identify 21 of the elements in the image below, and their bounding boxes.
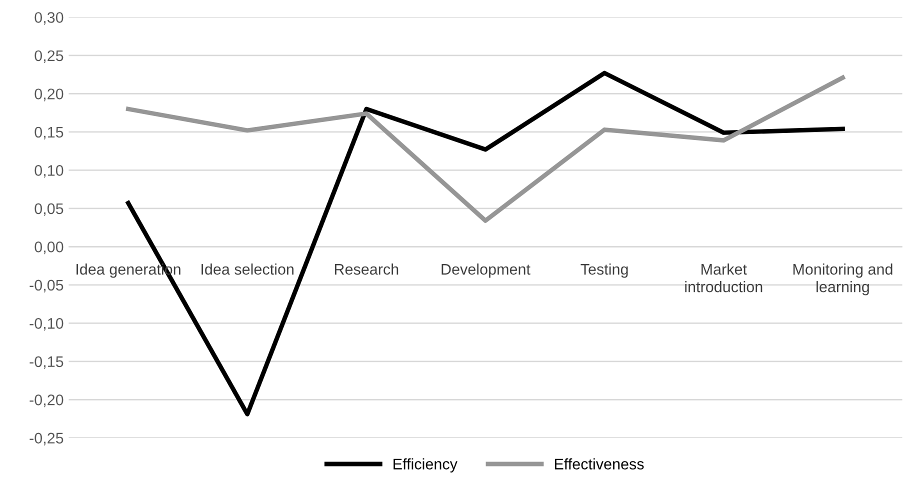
y-tick-label: 0,05 bbox=[34, 203, 64, 216]
y-tick-label: 0,00 bbox=[34, 242, 64, 254]
x-tick-label: Monitoring and learning bbox=[793, 263, 892, 296]
y-tick-label: 0,30 bbox=[34, 12, 64, 25]
line-series bbox=[126, 75, 845, 223]
x-tick-label: Development bbox=[442, 263, 530, 278]
y-tick-label: 0,20 bbox=[34, 88, 64, 102]
legend-label: Efficiency bbox=[394, 458, 458, 473]
x-tick-label: Market introduction bbox=[685, 263, 762, 292]
x-tick-label: Testing bbox=[580, 263, 628, 278]
y-tick-label: -0,05 bbox=[30, 280, 64, 292]
legend-label: Effectiveness bbox=[554, 458, 644, 470]
y-tick-label: -0,25 bbox=[30, 432, 64, 446]
y-tick-label: 0,10 bbox=[34, 165, 64, 178]
x-tick-label: Research bbox=[334, 263, 398, 275]
y-tick-label: 0,15 bbox=[34, 126, 64, 140]
x-tick-label: Idea selection bbox=[202, 263, 294, 275]
y-tick-label: 0,25 bbox=[34, 50, 64, 63]
y-tick-label: -0,15 bbox=[30, 356, 64, 369]
y-tick-label: -0,10 bbox=[30, 318, 64, 331]
y-tick-label: -0,20 bbox=[30, 394, 64, 408]
